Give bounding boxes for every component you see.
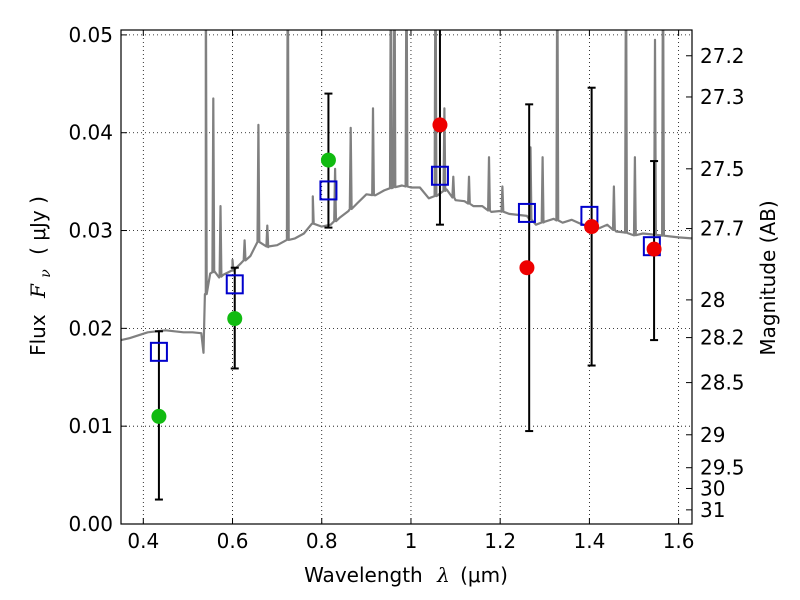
x-tick-label: 0.4 bbox=[127, 529, 159, 553]
observed-green-point bbox=[151, 408, 167, 424]
x-axis-label: Wavelength λ (μm) bbox=[304, 563, 508, 587]
y-axis-label: Flux F ν ( μJy ) bbox=[26, 196, 55, 356]
y-tick-label: 0.05 bbox=[68, 23, 113, 47]
model-photometry-square bbox=[430, 165, 449, 186]
magnitude-tick-label: 29 bbox=[700, 423, 725, 447]
x-tick-label: 1.6 bbox=[663, 529, 695, 553]
observed-red-point bbox=[432, 117, 448, 133]
tick-marks bbox=[121, 30, 692, 525]
magnitude-tick-label: 28.2 bbox=[700, 326, 745, 350]
magnitude-tick-label: 27.5 bbox=[700, 157, 745, 181]
y-tick-label: 0.02 bbox=[68, 316, 113, 340]
x-tick-label: 1 bbox=[405, 529, 418, 553]
magnitude-axis-label: Magnitude (AB) bbox=[756, 200, 780, 355]
x-tick-label: 1.4 bbox=[573, 529, 605, 553]
model-photometry-square bbox=[517, 202, 536, 223]
y-axis-label-symbol: F bbox=[26, 283, 50, 299]
magnitude-tick-label: 29.5 bbox=[700, 456, 745, 480]
x-tick-label: 0.6 bbox=[217, 529, 249, 553]
x-tick-label: 1.2 bbox=[484, 529, 516, 553]
observed-red-point bbox=[646, 241, 662, 257]
y-axis-label-text: Flux bbox=[26, 314, 50, 356]
x-axis-label-text: Wavelength bbox=[304, 563, 423, 587]
observed-red-point bbox=[584, 219, 600, 235]
magnitude-tick-label: 28 bbox=[700, 288, 725, 312]
magnitude-tick-label: 27.3 bbox=[700, 85, 745, 109]
magnitude-tick-label: 27.2 bbox=[700, 44, 745, 68]
magnitude-tick-label: 27.7 bbox=[700, 217, 745, 241]
model-photometry-square bbox=[149, 341, 168, 362]
y-tick-label: 0.00 bbox=[68, 512, 113, 536]
y-tick-label: 0.03 bbox=[68, 219, 113, 243]
observed-green-point bbox=[320, 152, 336, 168]
magnitude-tick-label: 31 bbox=[700, 498, 725, 522]
y-tick-label: 0.04 bbox=[68, 121, 113, 145]
x-axis-label-symbol: λ bbox=[436, 563, 450, 587]
model-photometry-square bbox=[319, 180, 338, 201]
model-photometry-square bbox=[225, 274, 244, 295]
x-axis-label-unit: (μm) bbox=[460, 563, 508, 587]
x-tick-label: 0.8 bbox=[306, 529, 338, 553]
y-axis-label-subscript: ν bbox=[38, 269, 54, 278]
plot-frame bbox=[120, 29, 693, 525]
magnitude-tick-label: 30 bbox=[700, 476, 725, 500]
y-axis-label-unit: ( μJy ) bbox=[26, 196, 50, 255]
observed-green-point bbox=[227, 311, 243, 327]
marker-layer bbox=[149, 30, 662, 501]
observed-red-point bbox=[519, 260, 535, 276]
y-tick-label: 0.01 bbox=[68, 414, 113, 438]
magnitude-tick-label: 28.5 bbox=[700, 371, 745, 395]
tick-labels: 0.4 0.6 0.8 1 1.2 1.4 1.6 0.00 0.01 0.02 0.03 0.04 0… bbox=[68, 23, 744, 553]
